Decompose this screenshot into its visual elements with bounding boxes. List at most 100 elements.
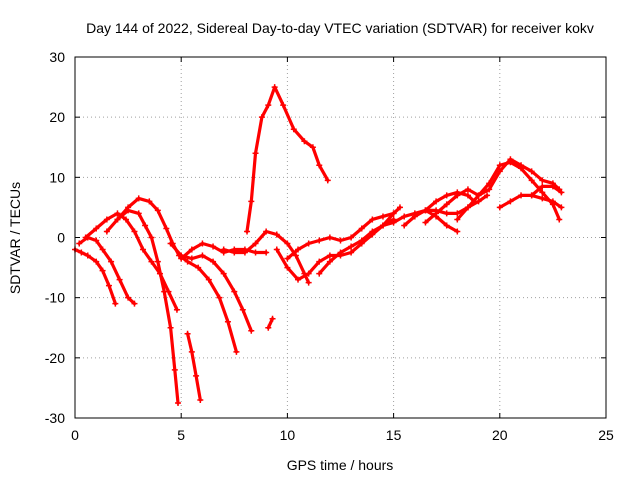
data-point-marker xyxy=(486,180,493,187)
data-point-marker xyxy=(558,189,565,196)
data-point-marker xyxy=(252,249,259,256)
data-point-marker xyxy=(273,246,280,253)
series-line xyxy=(186,332,202,402)
x-tick-label: 0 xyxy=(71,427,79,443)
grid-layer xyxy=(75,57,606,418)
data-point-marker xyxy=(348,243,355,250)
data-point-marker xyxy=(316,237,323,244)
data-point-marker xyxy=(193,372,200,379)
series-arc-13 xyxy=(284,210,397,262)
data-point-marker xyxy=(93,258,100,265)
data-point-marker xyxy=(108,258,115,265)
data-point-marker xyxy=(220,246,227,253)
data-point-marker xyxy=(422,207,429,214)
data-point-marker xyxy=(224,318,231,325)
data-point-marker xyxy=(99,246,106,253)
data-point-marker xyxy=(248,198,255,205)
series-line xyxy=(115,196,238,354)
data-point-marker xyxy=(369,228,376,235)
data-point-marker xyxy=(231,288,238,295)
data-point-marker xyxy=(433,213,440,220)
data-point-marker xyxy=(454,216,461,223)
data-point-marker xyxy=(135,210,142,217)
data-point-marker xyxy=(309,144,316,151)
data-point-marker xyxy=(358,225,365,232)
data-point-marker xyxy=(175,399,182,406)
data-point-marker xyxy=(93,225,100,232)
data-point-marker xyxy=(103,216,110,223)
data-point-marker xyxy=(443,201,450,208)
series-line xyxy=(105,208,180,405)
data-point-marker xyxy=(125,294,132,301)
data-point-marker xyxy=(379,222,386,229)
data-point-marker xyxy=(539,183,546,190)
data-point-marker xyxy=(199,240,206,247)
data-point-marker xyxy=(324,177,331,184)
data-point-marker xyxy=(244,228,251,235)
data-point-marker xyxy=(233,348,240,355)
data-point-marker xyxy=(348,234,355,241)
x-tick-label: 5 xyxy=(177,427,185,443)
data-point-marker xyxy=(528,177,535,184)
data-point-marker xyxy=(131,300,138,307)
data-point-marker xyxy=(454,228,461,235)
data-point-marker xyxy=(539,177,546,184)
data-point-marker xyxy=(135,195,142,202)
series-arc-11 xyxy=(265,315,276,331)
data-point-marker xyxy=(464,204,471,211)
data-point-marker xyxy=(411,213,418,220)
data-point-marker xyxy=(379,213,386,220)
series-arc-14 xyxy=(316,216,397,277)
data-point-marker xyxy=(171,366,178,373)
data-point-marker xyxy=(295,246,302,253)
data-point-marker xyxy=(549,198,556,205)
data-point-marker xyxy=(326,252,333,259)
data-point-marker xyxy=(337,237,344,244)
data-point-marker xyxy=(154,258,161,265)
data-point-marker xyxy=(422,219,429,226)
data-point-marker xyxy=(210,243,217,250)
series-arc-1 xyxy=(72,246,119,307)
series-layer xyxy=(72,84,565,406)
data-point-marker xyxy=(114,210,121,217)
data-point-marker xyxy=(122,216,129,223)
y-tick-label: -20 xyxy=(45,350,65,366)
data-point-marker xyxy=(154,207,161,214)
data-point-marker xyxy=(496,204,503,211)
data-point-marker xyxy=(231,249,238,256)
data-point-marker xyxy=(142,222,149,229)
data-point-marker xyxy=(390,219,397,226)
series-arc-7 xyxy=(167,240,255,334)
data-point-marker xyxy=(269,315,276,322)
data-point-marker xyxy=(305,240,312,247)
data-point-marker xyxy=(161,288,168,295)
data-point-marker xyxy=(507,159,514,166)
series-arc-6 xyxy=(184,330,204,403)
data-point-marker xyxy=(290,126,297,133)
data-point-marker xyxy=(112,300,119,307)
data-point-marker xyxy=(326,234,333,241)
y-tick-label: -30 xyxy=(45,410,65,426)
data-point-marker xyxy=(518,192,525,199)
data-point-marker xyxy=(273,231,280,238)
series-arc-17 xyxy=(422,156,563,226)
data-point-marker xyxy=(105,282,112,289)
data-point-marker xyxy=(220,270,227,277)
data-point-marker xyxy=(518,165,525,172)
data-point-marker xyxy=(114,216,121,223)
data-point-marker xyxy=(99,267,106,274)
data-point-marker xyxy=(496,162,503,169)
data-point-marker xyxy=(396,204,403,211)
data-point-marker xyxy=(197,396,204,403)
chart-title: Day 144 of 2022, Sidereal Day-to-day VTE… xyxy=(86,20,594,36)
series-line xyxy=(222,229,311,285)
data-point-marker xyxy=(486,186,493,193)
data-point-marker xyxy=(188,246,195,253)
data-point-marker xyxy=(263,228,270,235)
series-line xyxy=(245,85,330,234)
data-point-marker xyxy=(284,264,291,271)
data-point-marker xyxy=(464,186,471,193)
data-point-marker xyxy=(103,228,110,235)
data-point-marker xyxy=(184,330,191,337)
